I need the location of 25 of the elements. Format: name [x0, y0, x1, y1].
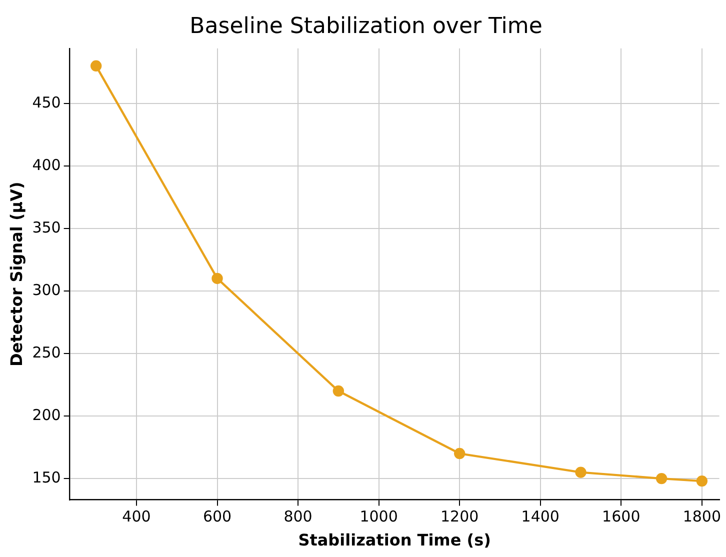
x-tick-label: 1800 [682, 508, 722, 526]
x-tick-label: 1400 [521, 508, 560, 526]
x-axis-title: Stabilization Time (s) [298, 530, 491, 550]
point [656, 472, 668, 484]
point [212, 272, 223, 284]
y-tick-label: 350 [32, 218, 61, 236]
y-tick-label: 400 [32, 156, 61, 174]
x-tick-label: 600 [202, 508, 232, 526]
point [90, 60, 102, 72]
point [696, 475, 708, 487]
x-tick-label: 1600 [602, 508, 640, 526]
y-tick-label: 150 [32, 468, 61, 486]
point [332, 385, 344, 397]
y-tick-label: 450 [32, 93, 61, 112]
y-tick-label: 200 [32, 406, 61, 424]
y-tick-label: 250 [32, 343, 61, 362]
y-tick-label: 300 [32, 280, 61, 299]
x-tick-label: 1200 [440, 508, 479, 526]
point [575, 466, 586, 478]
x-tick-label: 400 [122, 508, 151, 526]
x-tick-label: 800 [284, 508, 312, 526]
chart-title: Baseline Stabilization over Time [190, 14, 542, 39]
point [454, 448, 466, 460]
y-axis-title: Detector Signal (µV) [6, 182, 26, 366]
x-tick-label: 1000 [360, 508, 398, 526]
